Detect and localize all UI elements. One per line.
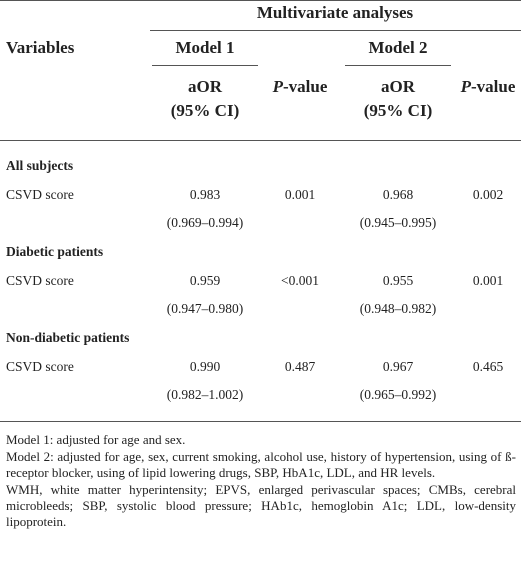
variable: CSVD score xyxy=(6,273,74,288)
p-value: <0.001 xyxy=(281,273,319,288)
aor: 0.983 xyxy=(189,187,221,202)
p-rest: -value xyxy=(283,77,328,96)
rule xyxy=(150,30,521,31)
p-value: 0.001 xyxy=(284,187,316,202)
group-header: Multivariate analyses xyxy=(256,3,414,22)
aor-header: (95% CI) xyxy=(363,101,433,120)
section-label: Diabetic patients xyxy=(6,244,104,259)
ci: (0.945–0.995) xyxy=(359,215,437,230)
p-italic: P xyxy=(272,77,283,96)
aor-header: aOR xyxy=(381,77,415,96)
rule xyxy=(0,421,521,422)
ci: (0.948–0.982) xyxy=(359,301,437,316)
ci: (0.982–1.002) xyxy=(166,387,244,402)
model-header: Model 2 xyxy=(368,38,428,57)
ci: (0.965–0.992) xyxy=(359,387,437,402)
pvalue-header: P-value xyxy=(273,77,328,97)
rule xyxy=(152,65,258,66)
variable: CSVD score xyxy=(6,187,74,202)
rule xyxy=(0,140,521,141)
aor: 0.968 xyxy=(382,187,414,202)
ci: (0.969–0.994) xyxy=(166,215,244,230)
ci: (0.947–0.980) xyxy=(166,301,244,316)
model-header: Model 1 xyxy=(175,38,235,57)
aor-header: aOR xyxy=(188,77,222,96)
p-value: 0.465 xyxy=(472,359,504,374)
aor: 0.955 xyxy=(382,273,414,288)
p-rest: -value xyxy=(471,77,516,96)
rule xyxy=(345,65,451,66)
rule xyxy=(0,0,521,1)
aor: 0.959 xyxy=(189,273,221,288)
aor: 0.990 xyxy=(189,359,221,374)
pvalue-header: P-value xyxy=(461,77,516,97)
p-italic: P xyxy=(460,77,471,96)
footnote: Model 1: adjusted for age and sex. xyxy=(6,432,186,447)
section-label: Non-diabetic patients xyxy=(6,330,130,345)
variable: CSVD score xyxy=(6,359,74,374)
p-value: 0.002 xyxy=(472,187,504,202)
p-value: 0.001 xyxy=(472,273,504,288)
variables-header: Variables xyxy=(6,38,75,57)
footnote: WMH, white matter hyperintensity; EPVS, … xyxy=(6,482,516,529)
aor: 0.967 xyxy=(382,359,414,374)
p-value: 0.487 xyxy=(284,359,316,374)
footnote: Model 2: adjusted for age, sex, current … xyxy=(6,449,516,480)
section-label: All subjects xyxy=(6,158,74,173)
aor-header: (95% CI) xyxy=(170,101,240,120)
